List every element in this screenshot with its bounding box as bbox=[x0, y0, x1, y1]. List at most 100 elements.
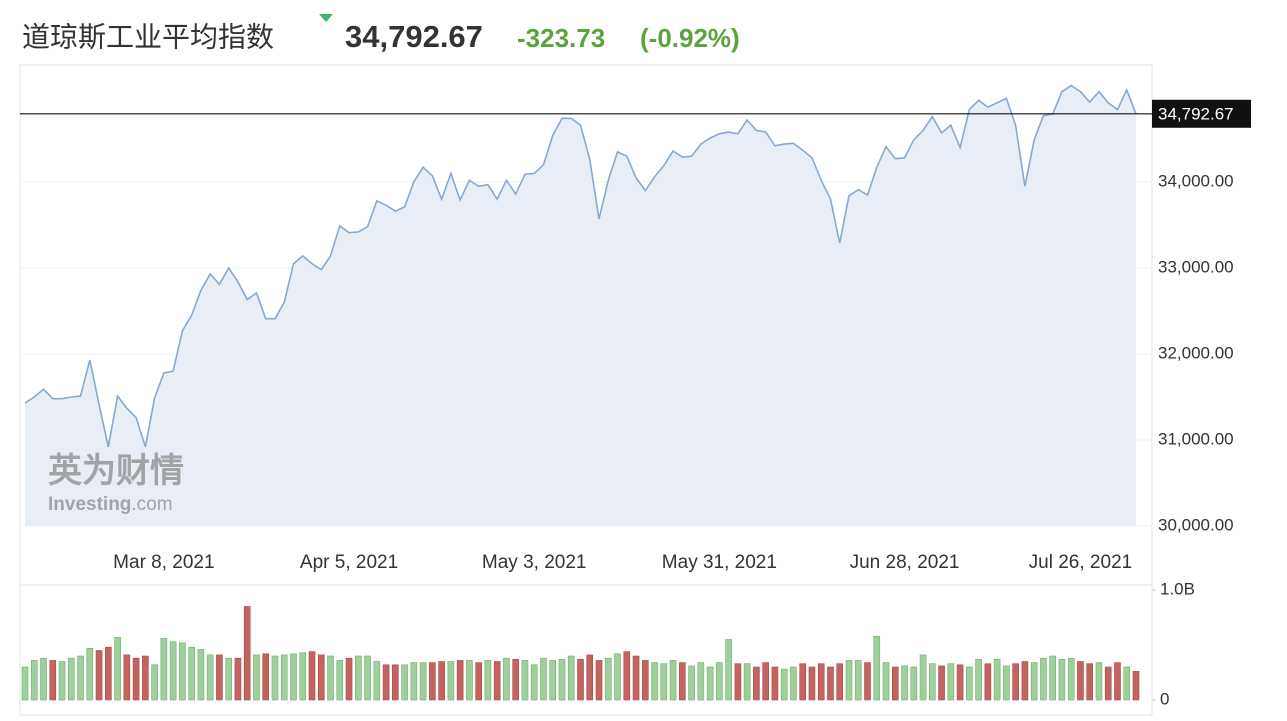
price-line bbox=[24, 84, 1137, 448]
volume-bar bbox=[21, 666, 29, 701]
volume-bar bbox=[142, 655, 149, 701]
volume-bar bbox=[558, 658, 566, 701]
volume-bar bbox=[308, 651, 316, 701]
volume-bar bbox=[993, 658, 1001, 701]
volume-bar bbox=[484, 660, 492, 701]
x-tick-label: May 31, 2021 bbox=[662, 552, 777, 573]
volume-bar bbox=[595, 660, 603, 701]
volume-bar bbox=[975, 658, 982, 701]
volume-bar bbox=[503, 657, 510, 701]
volume-bar bbox=[577, 658, 584, 701]
volume-bar bbox=[901, 665, 908, 701]
volume-bar bbox=[197, 649, 205, 701]
volume-bar bbox=[762, 662, 769, 701]
volume-bar bbox=[1040, 657, 1047, 701]
volume-bar bbox=[919, 654, 927, 701]
volume-bar bbox=[632, 655, 640, 701]
x-tick-label: Mar 8, 2021 bbox=[113, 552, 214, 573]
volume-bar bbox=[780, 668, 788, 701]
volume-bar bbox=[58, 661, 66, 701]
volume-bar bbox=[1132, 671, 1140, 701]
volume-bar bbox=[679, 662, 686, 701]
volume-bar bbox=[354, 655, 362, 701]
volume-bar bbox=[77, 655, 84, 701]
volume-bar bbox=[160, 638, 168, 701]
volume-bar bbox=[753, 666, 760, 701]
volume-bar bbox=[716, 662, 723, 701]
volume-bar bbox=[336, 660, 344, 701]
y-tick-label: 33,000.00 bbox=[1158, 257, 1234, 276]
volume-bar bbox=[123, 654, 131, 701]
volume-bar bbox=[771, 666, 779, 701]
volume-bar bbox=[253, 654, 260, 701]
volume-bar bbox=[290, 653, 297, 701]
volume-bar bbox=[827, 666, 834, 701]
volume-bar bbox=[225, 657, 232, 701]
volume-bar bbox=[854, 660, 862, 701]
volume-bar bbox=[706, 666, 714, 701]
volume-bar bbox=[669, 660, 677, 701]
plot: 30,000.00 31,000.00 32,000.00 33,000.00 34,0… bbox=[20, 84, 1251, 715]
volume-bar bbox=[95, 650, 103, 701]
volume-bar bbox=[1095, 662, 1103, 701]
volume-bar bbox=[373, 661, 381, 701]
volume-bar bbox=[651, 662, 658, 701]
last-price: 34,792.67 bbox=[345, 19, 483, 54]
volume-bar bbox=[1003, 665, 1010, 701]
volume-bar bbox=[882, 662, 890, 701]
volume-bar bbox=[891, 666, 899, 701]
volume-bar bbox=[429, 662, 436, 701]
volume-bar bbox=[216, 654, 223, 701]
volume-bar bbox=[419, 662, 427, 701]
volume-bar bbox=[1086, 663, 1094, 701]
volume-bar bbox=[447, 661, 455, 701]
x-tick-label: Apr 5, 2021 bbox=[300, 552, 398, 573]
volume-bar bbox=[169, 641, 177, 701]
price-change: -323.73 bbox=[517, 23, 605, 53]
price-change-pct: (-0.92%) bbox=[640, 23, 740, 53]
volume-bar bbox=[410, 662, 418, 701]
volume-bar bbox=[530, 664, 538, 701]
volume-bar bbox=[438, 661, 445, 701]
volume-bar bbox=[1104, 666, 1112, 701]
volume-bar bbox=[614, 653, 621, 701]
volume-bar bbox=[512, 658, 519, 701]
last-price-label: 34,792.67 bbox=[1158, 104, 1234, 123]
volume-bar bbox=[179, 642, 186, 701]
volume-bar bbox=[493, 661, 501, 701]
volume-bar bbox=[1021, 661, 1029, 701]
volume-bar bbox=[1123, 666, 1131, 701]
volume-bar bbox=[808, 666, 816, 701]
watermark-domain: .com bbox=[131, 494, 172, 515]
volume-bar bbox=[30, 660, 38, 701]
volume-bar bbox=[688, 665, 695, 701]
x-tick-label: May 3, 2021 bbox=[482, 552, 587, 573]
volume-bar bbox=[1114, 662, 1121, 701]
volume-bar bbox=[299, 652, 307, 701]
volume-bar bbox=[234, 657, 242, 701]
volume-bar bbox=[1058, 658, 1066, 701]
volume-bar bbox=[105, 646, 112, 701]
volume-bar bbox=[910, 666, 918, 701]
volume-bar bbox=[864, 662, 871, 701]
volume-bar bbox=[1049, 655, 1056, 701]
volume-bar bbox=[262, 653, 270, 701]
watermark-brand: Investing bbox=[48, 494, 131, 515]
y-tick-label: 30,000.00 bbox=[1158, 515, 1234, 534]
chart-frame bbox=[19, 64, 1153, 716]
y-tick-label: 34,000.00 bbox=[1158, 171, 1234, 190]
volume-bar bbox=[456, 660, 464, 701]
last-price-badge bbox=[1152, 99, 1251, 128]
volume-bar bbox=[984, 663, 992, 701]
volume-bar bbox=[243, 606, 251, 701]
volume-bar bbox=[114, 636, 121, 701]
down-arrow bbox=[319, 14, 333, 22]
volume-bar bbox=[956, 664, 964, 701]
volume-bar bbox=[697, 662, 705, 701]
volume-bar bbox=[1067, 657, 1075, 701]
volume-bar bbox=[317, 654, 325, 701]
volume-bar bbox=[660, 663, 668, 701]
volume-bar bbox=[382, 664, 390, 701]
volume-bar bbox=[845, 660, 853, 701]
